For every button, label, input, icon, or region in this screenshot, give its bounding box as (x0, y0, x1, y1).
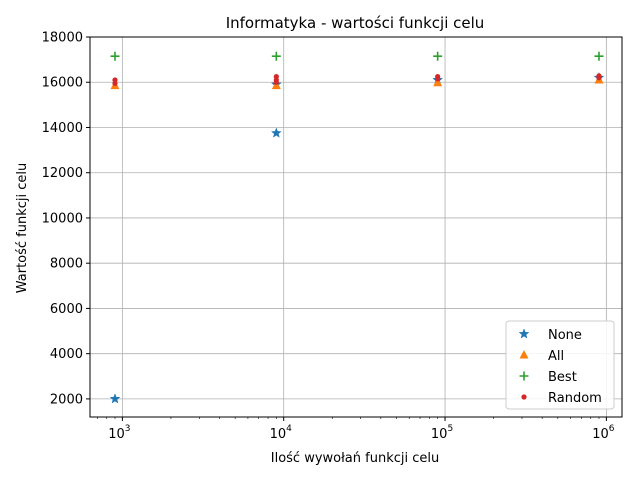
point-random (273, 79, 279, 85)
x-tick-label: 104 (270, 424, 293, 442)
series-random (112, 73, 602, 86)
legend-label-none: None (548, 328, 582, 343)
point-none (109, 393, 121, 404)
point-best (433, 51, 443, 61)
x-tick-exponent: 4 (286, 424, 292, 434)
legend-marker-best (519, 371, 529, 381)
x-axis-ticks: 103 104 105 106 (97, 417, 615, 442)
legend-marker-random (521, 394, 527, 400)
y-tick-label: 14000 (42, 121, 83, 136)
legend-label-random: Random (548, 391, 602, 406)
legend-marker-all (519, 350, 529, 359)
x-tick-label: 106 (592, 424, 615, 442)
y-tick-label: 2000 (50, 392, 83, 407)
legend-box (505, 320, 615, 410)
point-all (433, 77, 443, 87)
point-random (435, 76, 441, 82)
y-axis-label: Wartość funkcji celu (15, 163, 30, 294)
point-random (112, 80, 118, 86)
x-tick-base: 10 (108, 427, 125, 442)
legend-marker-none (518, 328, 530, 339)
chart-title: Informatyka - wartości funkcji celu (226, 14, 485, 32)
plot-frame (89, 36, 623, 418)
point-best (110, 51, 120, 61)
legend-label-best: Best (548, 370, 577, 385)
data-points (109, 51, 605, 404)
legend-item-best: Best (519, 370, 577, 385)
x-tick-exponent: 5 (447, 424, 453, 434)
legend-item-none: None (518, 328, 582, 343)
y-tick-label: 8000 (50, 257, 83, 272)
x-tick-exponent: 6 (609, 424, 615, 434)
point-none (270, 127, 282, 138)
y-tick-label: 6000 (50, 302, 83, 317)
x-tick-base: 10 (592, 427, 609, 442)
y-tick-label: 10000 (42, 211, 83, 226)
point-best (594, 51, 604, 61)
x-tick-label: 105 (431, 424, 453, 442)
legend-label-all: All (548, 349, 564, 364)
point-all (271, 80, 281, 90)
legend-item-random: Random (521, 391, 602, 406)
y-axis-ticks: 2000 4000 6000 8000 10000 12000 14000 16000 1800… (42, 31, 90, 407)
y-tick-label: 18000 (42, 31, 83, 46)
y-tick-label: 16000 (42, 76, 83, 91)
point-best (271, 51, 281, 61)
point-random (596, 75, 602, 81)
x-tick-label: 103 (108, 424, 130, 442)
x-tick-exponent: 3 (125, 424, 131, 434)
series-best (110, 51, 604, 61)
x-axis-label: Ilość wywołań funkcji celu (271, 451, 439, 466)
y-tick-label: 12000 (42, 166, 83, 181)
x-tick-base: 10 (270, 427, 287, 442)
legend-item-all: All (519, 349, 564, 364)
y-tick-label: 4000 (50, 347, 83, 362)
x-tick-base: 10 (431, 427, 448, 442)
legend: None All Best Random (505, 320, 615, 410)
